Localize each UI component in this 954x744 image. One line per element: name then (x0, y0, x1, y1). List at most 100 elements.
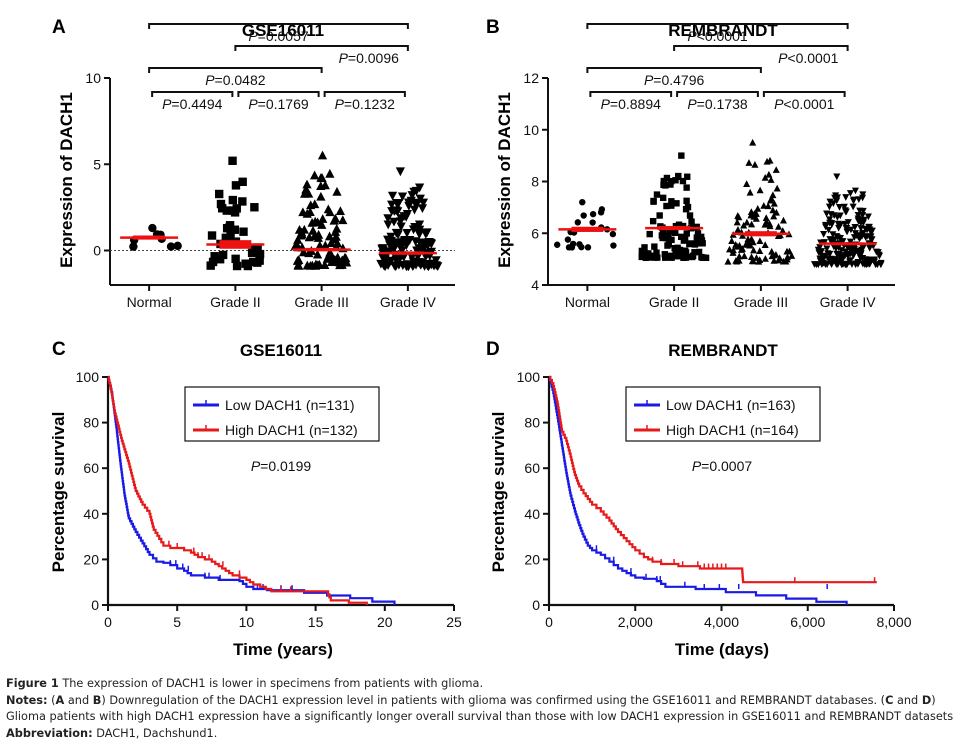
data-point (861, 233, 869, 241)
data-point (663, 174, 671, 182)
data-point (840, 203, 848, 211)
x-tick-label: 4,000 (704, 614, 739, 630)
sem-bar (391, 251, 424, 255)
data-point (230, 225, 240, 234)
y-tick-label: 60 (524, 460, 540, 476)
data-point (833, 173, 841, 181)
legend-label: High DACH1 (n=164) (666, 422, 799, 438)
sem-bar (219, 240, 252, 249)
data-point (761, 241, 769, 248)
data-point (638, 247, 646, 255)
p-value-label: P=0.4796 (644, 72, 705, 88)
data-point (378, 253, 388, 263)
data-point (332, 186, 342, 196)
data-point (844, 219, 852, 226)
data-point (414, 220, 425, 230)
x-tick-label: 2,000 (618, 614, 653, 630)
data-point (754, 204, 762, 212)
data-point (422, 228, 432, 238)
data-point (788, 252, 796, 259)
data-point (337, 260, 347, 269)
notes-panel-a: A (55, 693, 65, 707)
data-point (824, 250, 832, 258)
p-value-label: P=0.0057 (248, 28, 309, 44)
data-point (748, 220, 756, 228)
data-point (868, 236, 876, 244)
data-point (650, 198, 657, 205)
data-point (866, 244, 874, 252)
data-point (672, 229, 679, 237)
p-value-label: P=0.0096 (339, 50, 400, 66)
panel-b-dotplot: 4 6 8 10 12 Normal Grade II Grade III Grade IV P=… (523, 23, 895, 310)
panel-a-title: GSE16011 (242, 21, 324, 40)
y-tick-label: 100 (76, 369, 100, 385)
data-point (820, 253, 828, 260)
data-point (228, 195, 238, 205)
data-point (672, 177, 679, 184)
data-point (835, 203, 844, 211)
data-point (397, 192, 408, 202)
notes-label: Notes: (6, 693, 48, 707)
data-point (228, 206, 237, 215)
figure-canvas: A GSE16011 B REMBRANDT C GSE16011 D REMB… (49, 17, 912, 659)
data-point (859, 194, 867, 202)
data-point (225, 222, 234, 232)
data-point (415, 194, 425, 204)
data-point (698, 237, 706, 244)
data-point (646, 254, 654, 261)
data-point (772, 208, 780, 216)
data-point (683, 184, 690, 191)
data-point (410, 222, 420, 232)
x-tick-label: Grade III (734, 294, 788, 310)
data-point (576, 241, 583, 248)
data-point (302, 179, 312, 189)
data-point (678, 152, 685, 159)
data-point (651, 243, 658, 250)
panel-c-xlabel: Time (years) (233, 640, 333, 659)
data-point (769, 206, 777, 214)
data-point (217, 204, 227, 213)
y-tick-label: 6 (531, 225, 539, 241)
x-tick-label: Grade IV (380, 294, 437, 310)
data-point (298, 247, 309, 257)
x-tick-label: 10 (239, 614, 255, 630)
y-tick-label: 10 (85, 70, 101, 86)
data-point (226, 228, 235, 237)
data-point (294, 255, 304, 264)
data-point (642, 254, 650, 262)
caption-abbreviation-line: Abbreviation: DACH1, Dachshund1. (6, 726, 950, 743)
data-point (325, 248, 335, 258)
data-point (383, 220, 393, 230)
data-point (665, 241, 672, 248)
x-tick-label: 0 (545, 614, 553, 630)
data-point (851, 187, 859, 195)
data-point (397, 246, 407, 256)
data-point (316, 181, 326, 191)
data-point (659, 228, 667, 235)
data-point (783, 247, 791, 255)
data-point (681, 235, 689, 243)
y-tick-label: 0 (532, 597, 540, 613)
data-point (773, 184, 781, 192)
data-point (674, 253, 681, 260)
data-point (833, 194, 842, 202)
data-point (686, 212, 694, 219)
data-point (659, 234, 666, 242)
data-point (849, 244, 857, 252)
notes-paren: ) (931, 693, 936, 707)
notes-panel-c: C (885, 693, 894, 707)
data-point (772, 166, 780, 173)
data-point (216, 199, 226, 209)
data-point (662, 234, 670, 242)
data-point (325, 168, 335, 178)
x-tick-label: 15 (308, 614, 324, 630)
data-point (846, 190, 854, 197)
data-point (682, 205, 690, 213)
data-point (393, 199, 403, 208)
data-point (735, 213, 743, 221)
data-point (317, 150, 328, 160)
data-point (835, 224, 843, 232)
sem-bar (571, 226, 604, 232)
p-value-label: P=0.4494 (162, 96, 223, 112)
data-point (825, 203, 833, 211)
